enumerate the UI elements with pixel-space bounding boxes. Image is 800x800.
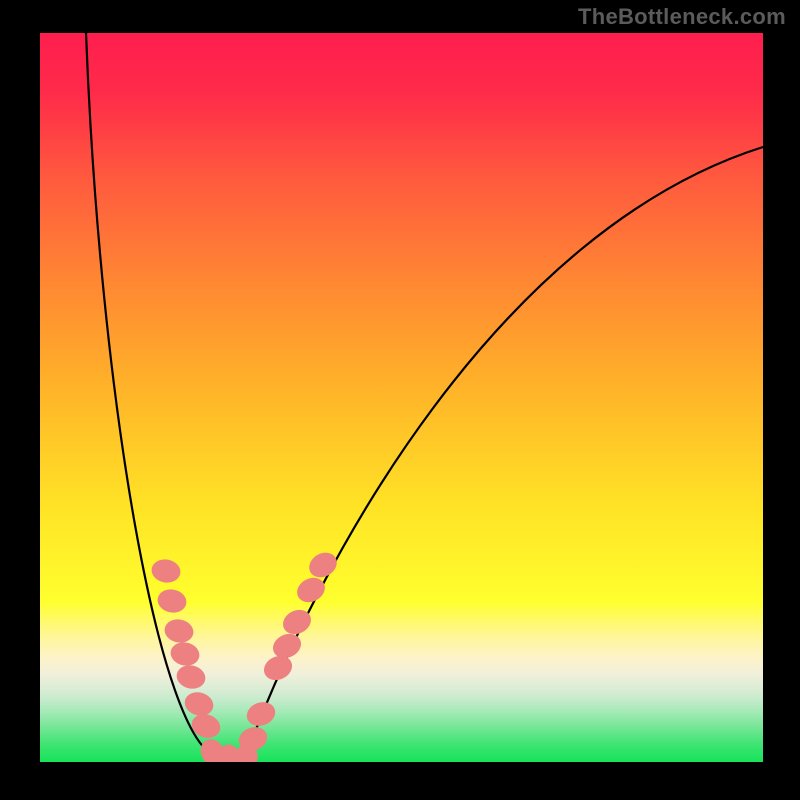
plot-background	[40, 33, 763, 762]
chart-stage: TheBottleneck.com	[0, 0, 800, 800]
watermark-label: TheBottleneck.com	[578, 4, 786, 30]
chart-svg	[0, 0, 800, 800]
